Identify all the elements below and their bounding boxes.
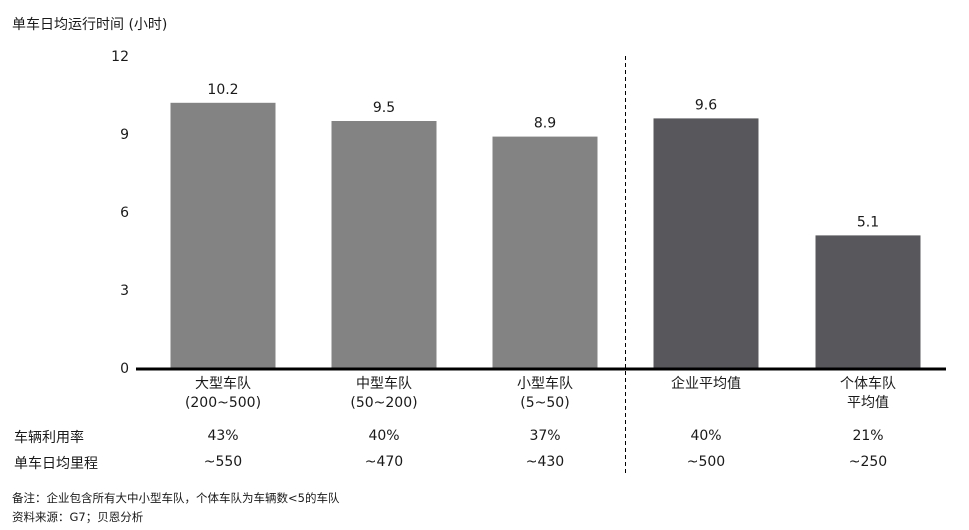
bar: [815, 235, 921, 368]
table-row-label: 单车日均里程: [14, 456, 98, 472]
table-cell: 37%: [529, 428, 561, 444]
x-tick-label: 小型车队: [517, 375, 573, 392]
x-tick-label: (200~500): [185, 395, 261, 411]
table-cell: 40%: [690, 428, 722, 444]
x-tick-label: 企业平均值: [671, 375, 741, 392]
y-tick-label: 0: [120, 361, 129, 377]
bar-value-label: 8.9: [534, 116, 556, 132]
table-row-label: 车辆利用率: [14, 430, 84, 446]
bar: [492, 136, 598, 368]
bar-value-label: 9.6: [695, 97, 717, 113]
bar-value-label: 9.5: [373, 100, 395, 116]
x-tick-label: 平均值: [847, 395, 889, 411]
y-tick-label: 6: [120, 205, 129, 221]
footnote-source: 资料来源：G7；贝恩分析: [12, 510, 144, 524]
table-cell: 40%: [368, 428, 400, 444]
table-cell: ~470: [364, 454, 404, 470]
table-cell: ~550: [203, 454, 243, 470]
x-tick-label: (50~200): [350, 395, 417, 411]
table-cell: 21%: [852, 428, 884, 444]
y-tick-label: 3: [120, 283, 129, 299]
x-tick-label: 个体车队: [840, 375, 896, 392]
bar-value-label: 5.1: [857, 214, 879, 230]
chart-title: 单车日均运行时间 (小时): [12, 17, 168, 33]
bar: [170, 102, 276, 369]
bar: [653, 118, 759, 369]
x-tick-label: 中型车队: [356, 375, 412, 392]
table-cell: ~500: [686, 454, 726, 470]
bar: [331, 121, 437, 368]
table-cell: ~430: [525, 454, 565, 470]
y-tick-label: 9: [120, 127, 129, 143]
table-cell: ~250: [848, 454, 888, 470]
table-cell: 43%: [207, 428, 239, 444]
footnote-remark: 备注：企业包含所有大中小型车队，个体车队为车辆数<5的车队: [12, 491, 340, 505]
bar-value-label: 10.2: [207, 82, 238, 98]
y-tick-label: 12: [111, 49, 129, 65]
x-tick-label: 大型车队: [195, 375, 251, 392]
x-tick-label: (5~50): [520, 395, 569, 411]
